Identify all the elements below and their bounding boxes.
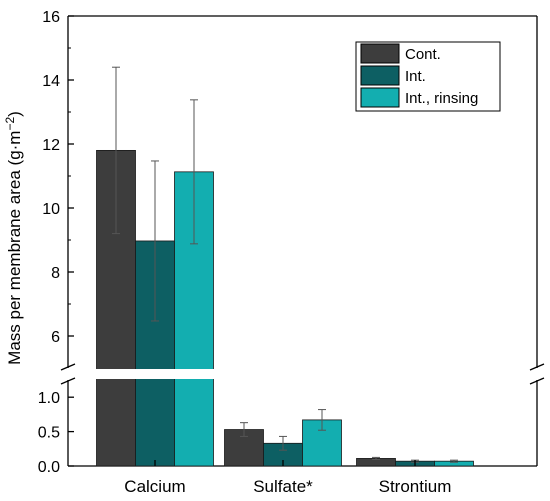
y-tick-label-4: 8 [51,265,60,282]
break-mark-right-top [529,363,545,371]
legend: Cont. Int. Int., rinsing [355,41,501,112]
axis-break-marks [60,363,545,385]
y-axis-label-sup: −2 [3,117,17,131]
axis-break-gap [60,369,545,379]
legend-swatch-2 [360,87,400,108]
y-tick-label-8: 16 [42,9,60,26]
y-axis-label-main: Mass per membrane area (g·m [5,131,24,365]
error-bar-1-0 [240,422,248,437]
y-tick-label-0: 0.0 [38,459,60,476]
error-bar-0-2 [190,99,198,245]
error-bar-0-0 [112,66,120,235]
error-bar-2-2 [450,459,458,463]
y-tick-label-2: 1.0 [38,390,60,407]
bars-group [96,149,474,467]
legend-swatch-0 [360,43,400,64]
error-bars-group [112,66,458,463]
legend-swatch-1 [360,65,400,86]
y-tick-label-1: 0.5 [38,425,60,442]
y-axis-label: Mass per membrane area (g·m−2) [3,111,24,365]
legend-label-1: Int. [405,68,426,85]
legend-label-2: Int., rinsing [405,90,478,107]
y-tick-label-7: 14 [42,73,60,90]
error-bar-2-0 [372,456,380,460]
x-tick-label-0: Calcium [124,477,185,496]
error-bar-1-2 [318,409,326,431]
y-ticks-group: 0.0 0.5 1.0 6 8 10 12 14 16 [38,9,74,476]
break-mark-left-bottom [60,377,76,385]
break-mark-right-bottom [529,377,545,385]
y-tick-label-5: 10 [42,201,60,218]
x-tick-label-2: Strontium [379,477,452,496]
y-tick-label-3: 6 [51,329,60,346]
error-bar-0-1 [151,160,159,322]
y-axis-label-close: ) [5,111,24,117]
error-bar-1-1 [279,435,287,451]
x-ticks-group: Calcium Sulfate* Strontium [124,460,451,496]
break-mark-left-top [60,363,76,371]
legend-label-0: Cont. [405,46,441,63]
x-tick-label-1: Sulfate* [253,477,313,496]
y-tick-label-6: 12 [42,137,60,154]
